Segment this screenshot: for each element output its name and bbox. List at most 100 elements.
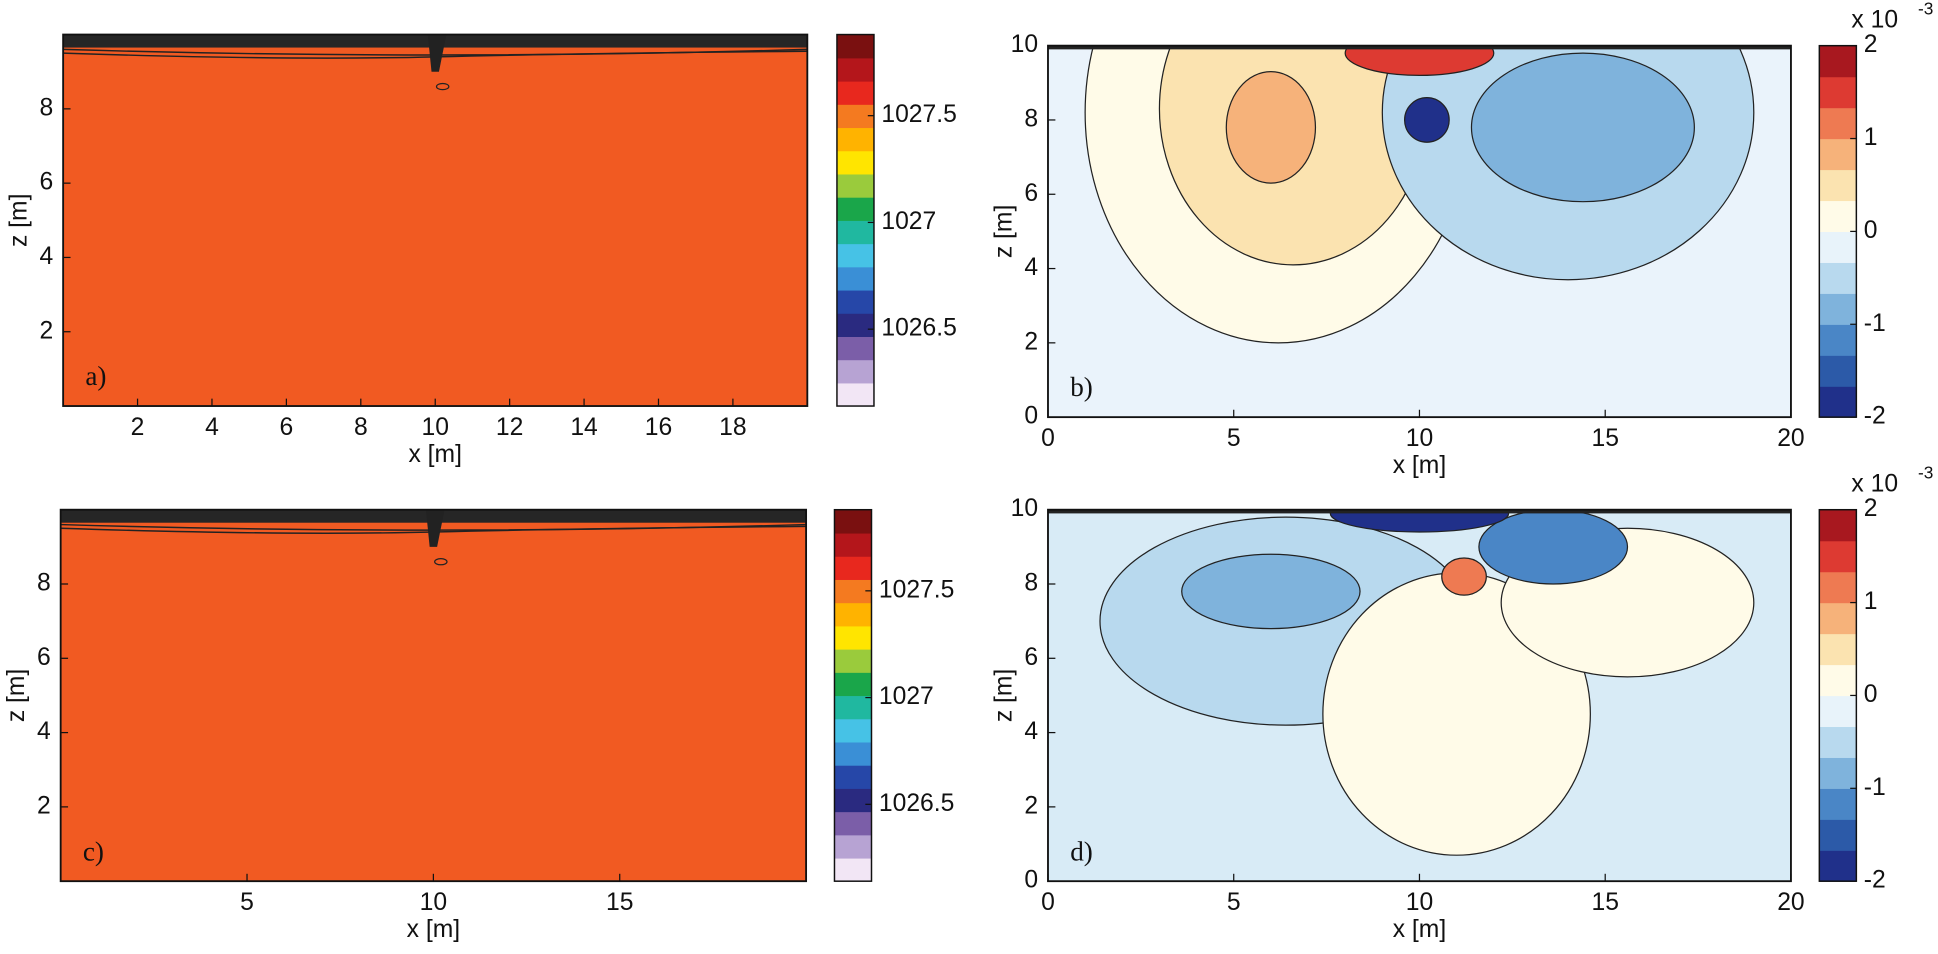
colorbar-tick-label: 0 — [1864, 681, 1878, 708]
colorbar-swatch — [1819, 540, 1857, 573]
colorbar-swatch — [834, 532, 872, 557]
x-tick-label: 20 — [1777, 889, 1804, 916]
colorbar-swatch — [836, 382, 874, 407]
contours — [60, 509, 807, 566]
colorbar-tick-label: 2 — [1864, 31, 1878, 58]
colorbar-swatch — [836, 127, 874, 152]
colorbar-swatch — [1819, 726, 1857, 758]
contour-region — [1441, 557, 1487, 596]
y-tick-label: 6 — [37, 644, 51, 671]
colorbar-swatch — [836, 197, 874, 221]
colorbar-swatch — [1819, 757, 1857, 789]
y-tick-label: 0 — [1024, 867, 1038, 894]
x-tick-label: 4 — [205, 414, 219, 441]
contour-region — [1478, 509, 1629, 585]
colorbar-swatch — [1819, 45, 1857, 78]
y-tick-label: 4 — [1024, 718, 1038, 745]
y-tick-label: 8 — [40, 94, 54, 121]
y-axis-label: z [m] — [5, 194, 32, 247]
x-tick-label: 15 — [1591, 889, 1618, 916]
colorbar-swatch — [1819, 231, 1857, 263]
colorbar-swatch — [836, 313, 874, 338]
contour-region — [1344, 45, 1495, 76]
field — [60, 509, 807, 882]
colorbar-swatch — [836, 359, 874, 384]
contour-region — [1225, 71, 1317, 184]
colorbar-scale-exponent: -3 — [1918, 462, 1933, 482]
colorbar-swatch — [1819, 571, 1857, 604]
x-tick-label: 10 — [420, 889, 447, 916]
plume — [427, 34, 447, 72]
colorbar-swatch — [1819, 138, 1857, 171]
colorbar-swatch — [1819, 695, 1857, 728]
x-tick-label: 8 — [354, 414, 368, 441]
colorbar-swatch — [834, 695, 872, 720]
y-axis-label: z [m] — [3, 669, 30, 722]
colorbar-swatch — [836, 289, 874, 314]
colorbar-swatch — [1819, 819, 1857, 851]
contour-region — [1329, 509, 1510, 533]
panel-label: c) — [83, 836, 104, 866]
colorbar-swatch — [1819, 169, 1857, 202]
colorbar-swatch — [836, 336, 874, 361]
colorbar-tick-label: -2 — [1864, 867, 1886, 894]
colorbar-swatch — [836, 173, 874, 198]
y-tick-label: 6 — [1024, 180, 1038, 207]
x-tick-label: 14 — [570, 414, 597, 441]
y-tick-label: 8 — [1024, 570, 1038, 597]
colorbar-tick-label: 2 — [1864, 495, 1878, 522]
y-tick-label: 8 — [37, 570, 51, 597]
colorbar-swatch — [836, 34, 874, 59]
colorbar-frame — [833, 508, 873, 882]
x-tick-label: 20 — [1777, 425, 1804, 452]
colorbar-swatch — [1819, 850, 1857, 882]
colorbar-swatch — [834, 579, 872, 604]
contours — [1047, 45, 1791, 344]
contour-line — [434, 558, 448, 566]
y-tick-label: 2 — [1024, 328, 1038, 355]
panel-label: b) — [1070, 372, 1093, 402]
x-axis-label: x [m] — [1393, 916, 1446, 943]
y-tick-label: 6 — [1024, 644, 1038, 671]
colorbar-swatch — [834, 672, 872, 697]
colorbar-swatch — [1819, 293, 1857, 325]
plume — [425, 509, 445, 547]
colorbar-tick-label: 1 — [1864, 124, 1878, 151]
colorbar-swatch — [1819, 355, 1857, 387]
colorbar-swatch — [834, 741, 872, 766]
x-tick-label: 15 — [606, 889, 633, 916]
y-tick-label: 0 — [1024, 403, 1038, 430]
colorbar-tick-label: 1026.5 — [881, 315, 956, 342]
x-tick-label: 18 — [719, 414, 746, 441]
colorbar-swatch — [834, 718, 872, 743]
x-tick-label: 15 — [1591, 425, 1618, 452]
colorbar-tick-label: -1 — [1864, 774, 1886, 801]
y-tick-label: 4 — [37, 718, 51, 745]
y-tick-label: 10 — [1011, 31, 1038, 58]
colorbar-swatch — [834, 857, 872, 882]
colorbar-swatch — [1819, 324, 1857, 356]
field — [63, 34, 808, 407]
colorbar-swatch — [836, 80, 874, 105]
colorbar-swatch — [834, 834, 872, 859]
x-tick-label: 2 — [131, 414, 145, 441]
y-tick-label: 2 — [37, 792, 51, 819]
y-tick-label: 6 — [40, 169, 54, 196]
surface-layer — [1047, 509, 1791, 514]
colorbar-swatch — [834, 509, 872, 534]
panel-label: a) — [85, 361, 106, 391]
colorbar-swatch — [834, 556, 872, 580]
colorbar-tick-label: 1027 — [881, 208, 936, 235]
panel-label: d) — [1070, 836, 1093, 866]
colorbar-frame — [836, 33, 875, 407]
colorbar-scale: x 10 — [1851, 6, 1898, 33]
colorbar-swatch — [836, 220, 874, 245]
x-axis-label: x [m] — [409, 441, 462, 468]
x-tick-label: 12 — [496, 414, 523, 441]
colorbar-tick-label: 1027.5 — [881, 101, 956, 128]
colorbar-swatch — [1819, 107, 1857, 140]
x-tick-label: 0 — [1041, 889, 1055, 916]
x-tick-label: 10 — [1406, 889, 1433, 916]
contours — [63, 34, 808, 91]
